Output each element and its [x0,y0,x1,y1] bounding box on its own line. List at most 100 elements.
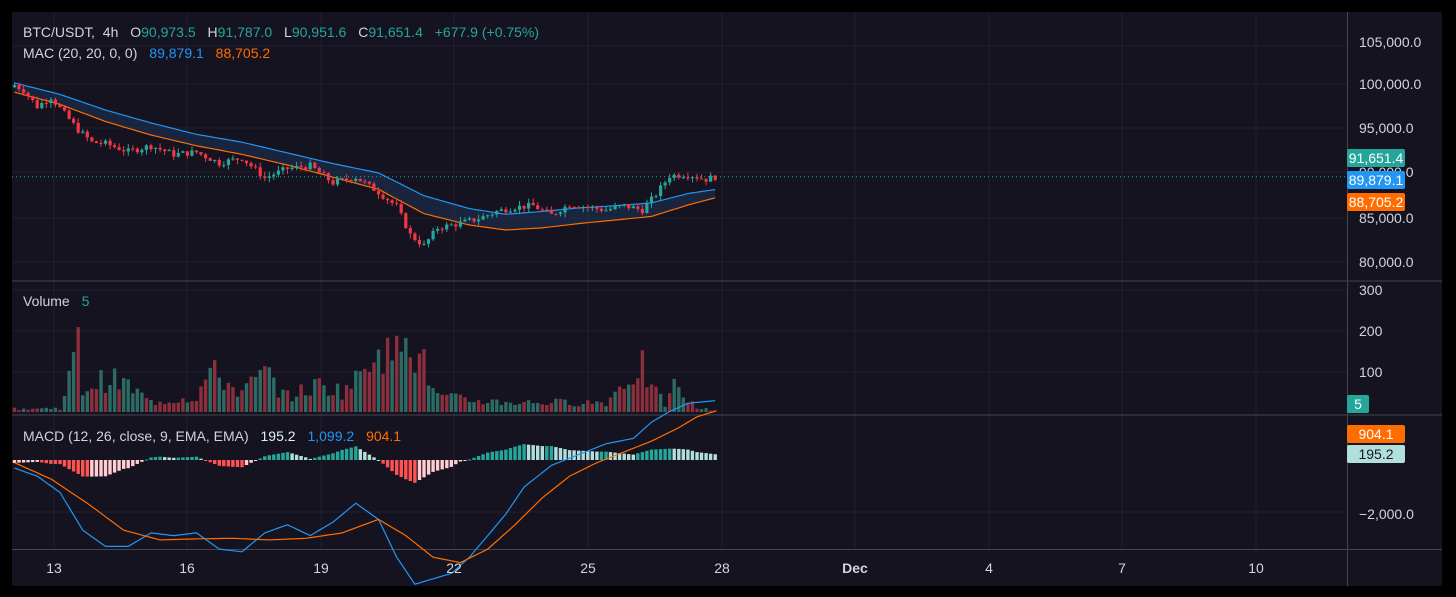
volume-bar [35,408,39,412]
volume-bar [690,401,695,412]
macd-hist-bar [508,448,513,460]
candle-body [668,177,672,183]
volume-bar [476,400,481,412]
macd-hist-tag: 195.2 [1347,445,1405,463]
macd-hist-bar [267,455,271,460]
macd-hist-bar [408,460,412,481]
macd-hist-bar [640,452,645,460]
volume-bar [663,406,667,412]
macd-hist-bar [44,460,48,464]
macd-signal-tag: 904.1 [1347,425,1405,443]
volume-bar [677,387,681,412]
volume-bar [313,379,317,412]
candle-body [545,209,549,211]
macd-hist-bar [263,456,267,460]
macd-hist-bar [440,460,444,470]
macd-hist-bar [76,460,80,474]
candle-body [695,177,699,179]
volume-bar [249,376,253,412]
candles [12,82,717,248]
candle-body [422,243,426,245]
candle-body [386,198,390,201]
macd-hist-bar [631,454,635,460]
macd-hist-bar [326,454,331,460]
volume-bar [190,401,194,412]
price-tick-label: 95,000.0 [1359,120,1414,136]
candle-body [163,149,167,152]
macd-hist-bar [203,460,208,461]
mac-legend[interactable]: MAC (20, 20, 0, 0) 89,879.1 88,705.2 [23,45,274,61]
volume-bar [335,383,340,412]
candle-body [349,180,353,181]
volume-bar [213,360,217,412]
macd-hist-bar [531,445,535,460]
candle-body [413,233,417,240]
mac-lower-value: 88,705.2 [215,45,271,61]
volume-bar [627,384,631,412]
candle-body [568,206,572,208]
volume-bar [486,403,490,412]
mac-name: MAC (20, 20, 0, 0) [23,45,138,61]
chart-panel[interactable]: 105,000.0100,000.095,000.090,000.085,000… [12,12,1442,586]
macd-hist-bar [172,457,176,460]
candle-body [258,167,262,177]
macd-hist-bar [304,457,308,460]
candle-body [713,175,717,180]
candle-body [536,205,540,210]
volume-legend[interactable]: Volume 5 [23,293,93,309]
macd-hist-bar [472,457,476,460]
macd-hist-bar [226,460,231,467]
candle-body [690,177,694,179]
candle-body [627,204,631,209]
macd-hist-bar [627,454,631,460]
candle-body [704,178,708,182]
volume-bar [536,403,540,412]
candle-body [527,202,531,209]
candle-body [217,160,221,166]
candle-body [508,211,512,213]
high-value: 91,787.0 [217,24,273,40]
macd-hist-bar [313,457,317,460]
macd-hist-bar [17,460,21,463]
volume-bar [558,398,563,412]
candle-body [572,206,576,208]
macd-hist-bar [26,460,30,463]
macd-hist-bar [681,449,685,460]
time-tick-label: 28 [714,560,730,576]
volume-bar [217,377,221,412]
volume-bar [94,389,99,412]
candle-body [358,178,362,182]
candle-body [440,228,444,230]
macd-hist-bar [144,459,149,461]
candle-body [317,168,321,173]
volume-bar [408,357,412,412]
volume-bar [276,397,281,412]
volume-bar [490,399,494,412]
volume-bar [367,371,372,412]
volume-bar [595,401,599,412]
macd-legend[interactable]: MACD (12, 26, close, 9, EMA, EMA) 195.2 … [23,428,405,444]
candle-body [304,167,308,170]
volume-bar [176,402,180,412]
volume-bar [322,385,326,412]
volume-bar [395,335,399,412]
close-value: 91,651.4 [368,24,423,40]
candle-body [290,167,294,169]
macd-hist-bar [463,460,467,461]
macd-hist-bar [199,458,203,460]
macd-hist-bar [253,460,258,461]
volume-bar [599,402,604,412]
volume-bar [622,388,626,412]
volume-bar [126,379,130,412]
candle-body [62,107,67,111]
candle-body [649,196,654,204]
macd-hist-bar [613,452,617,460]
volume-bar [267,367,271,412]
volume-bar [640,350,645,412]
volume-bar [49,408,53,412]
candle-body [40,103,44,109]
macd-hist-bar [322,455,326,460]
macd-hist-bar [281,452,285,460]
volume-bar [272,377,276,412]
chart-svg[interactable]: 105,000.0100,000.095,000.090,000.085,000… [12,12,1442,586]
